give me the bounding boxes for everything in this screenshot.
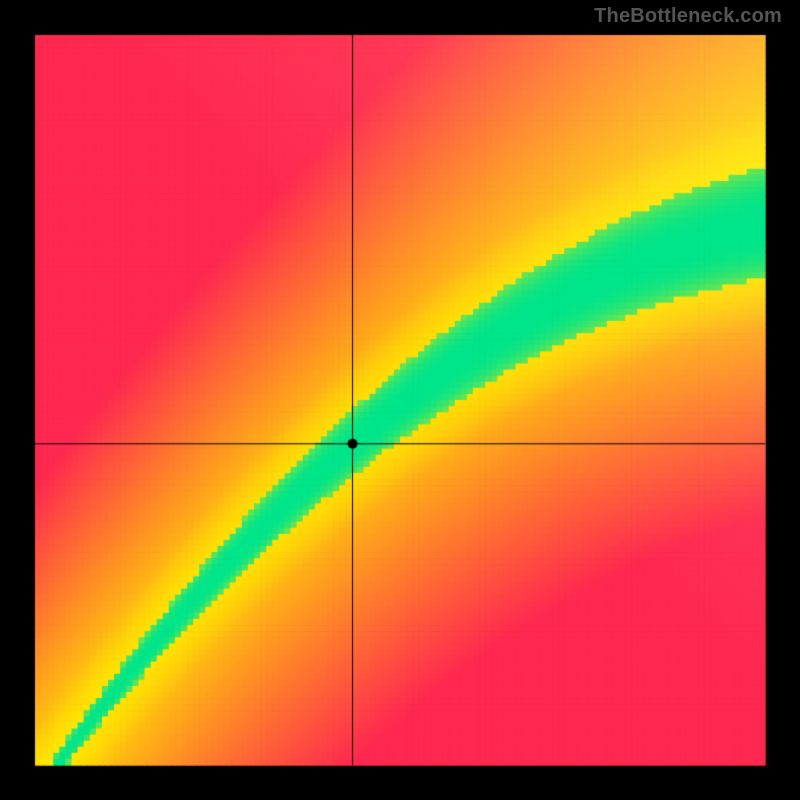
watermark-text: TheBottleneck.com (594, 5, 782, 28)
chart-container: TheBottleneck.com (0, 0, 800, 800)
bottleneck-heatmap (0, 0, 800, 800)
